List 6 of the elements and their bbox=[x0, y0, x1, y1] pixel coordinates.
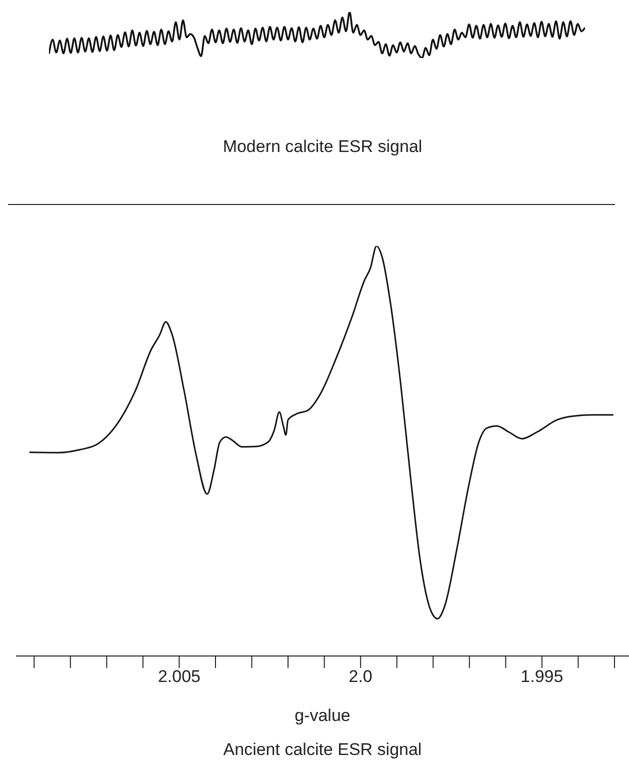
text: Modern calcite ESR signal bbox=[222, 137, 424, 157]
x-tick-label: 2.005 bbox=[158, 667, 200, 686]
text: Ancient calcite ESR signal bbox=[222, 740, 423, 760]
x-tick-label: 2.0 bbox=[348, 667, 372, 686]
x-axis-title: g-value bbox=[294, 706, 352, 726]
x-tick-label: 1.995 bbox=[520, 667, 564, 686]
